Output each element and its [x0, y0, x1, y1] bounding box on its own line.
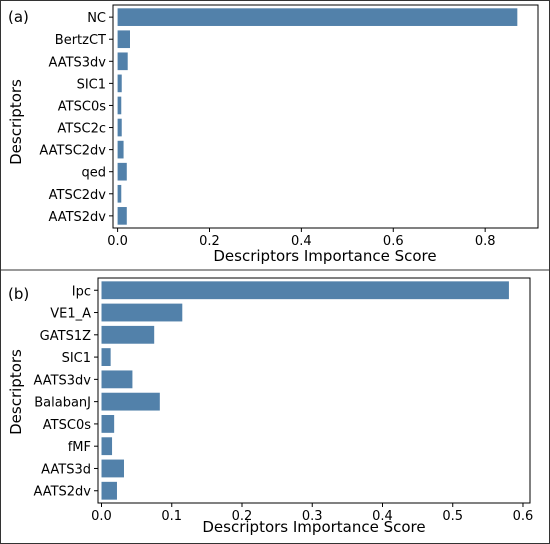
panel-b-plot-area — [97, 277, 531, 504]
x-tick-label: 0.0 — [91, 509, 112, 524]
category-label: Ipc — [72, 284, 91, 299]
category-label: AATS3d — [41, 462, 91, 477]
bar-bertzct — [117, 30, 130, 49]
category-label: SIC1 — [77, 77, 106, 92]
panel-b-label: (b) — [8, 285, 29, 303]
category-label: ATSC2dv — [49, 188, 107, 203]
bar-aats3dv — [101, 370, 133, 389]
bar-nc — [117, 8, 518, 26]
panel-b-ylabel: Descriptors — [7, 349, 25, 435]
x-tick-label: 0.0 — [107, 234, 128, 249]
panel-b: (b) Descriptors Descriptors Importance S… — [7, 277, 533, 536]
bar-aatsc2dv — [117, 140, 124, 159]
category-label: AATS3dv — [48, 55, 106, 70]
x-tick-label: 0.6 — [383, 234, 404, 249]
category-label: BalabanJ — [34, 396, 91, 411]
bar-sic1 — [101, 348, 111, 366]
category-label: fMF — [68, 440, 91, 455]
x-tick-label: 0.8 — [475, 234, 496, 249]
panel-a-bars — [117, 8, 518, 225]
x-tick-label: 0.6 — [513, 509, 534, 524]
panel-b-x-ticks: 0.0 0.1 0.2 0.3 0.4 0.5 0.6 — [91, 503, 533, 524]
bar-atsc0s — [117, 96, 122, 115]
bar-aats2dv — [117, 207, 127, 225]
category-label: AATS2dv — [33, 485, 91, 500]
panel-a-plot-area — [112, 4, 539, 229]
category-label: GATS1Z — [40, 329, 91, 344]
bar-sic1 — [117, 74, 122, 93]
bar-aats3dv — [117, 52, 128, 71]
category-label: ATSC0s — [43, 418, 91, 433]
x-tick-label: 0.3 — [302, 509, 323, 524]
category-label: ATSC0s — [58, 99, 106, 114]
category-label: ATSC2c — [57, 122, 106, 137]
bar-aats2dv — [101, 481, 117, 500]
panel-a-ylabel: Descriptors — [7, 79, 25, 165]
x-tick-label: 0.2 — [199, 234, 220, 249]
category-label: AATS2dv — [48, 210, 106, 225]
x-tick-label: 0.2 — [232, 509, 253, 524]
bar-ve1-a — [101, 303, 183, 322]
category-label: BertzCT — [55, 33, 106, 48]
x-tick-label: 0.4 — [291, 234, 312, 249]
x-tick-label: 0.5 — [442, 509, 463, 524]
category-label: qed — [81, 166, 106, 181]
bar-gats1z — [101, 325, 155, 344]
category-label: AATSC2dv — [39, 144, 106, 159]
bar-qed — [117, 162, 127, 181]
bar-balabanj — [101, 392, 160, 411]
x-tick-label: 0.4 — [372, 509, 393, 524]
panel-b-category-labels: Ipc VE1_A GATS1Z SIC1 AATS3dv BalabanJ ATSC0s f… — [33, 284, 98, 500]
bar-atsc0s — [101, 415, 115, 433]
category-label: VE1_A — [50, 307, 91, 322]
bar-atsc2dv — [117, 184, 122, 203]
bar-fmf — [101, 437, 113, 456]
panel-a-xlabel: Descriptors Importance Score — [213, 247, 436, 265]
panel-a-x-ticks: 0.0 0.2 0.4 0.6 0.8 — [107, 228, 496, 249]
panel-a-category-labels: NC BertzCT AATS3dv SIC1 ATSC0s ATSC2c AATSC2dv… — [39, 11, 113, 225]
panel-b-bars — [101, 281, 509, 500]
panel-b-xlabel: Descriptors Importance Score — [202, 518, 425, 536]
bar-ipc — [101, 281, 509, 300]
bar-aats3d — [101, 459, 124, 478]
panel-a-label: (a) — [8, 8, 29, 26]
category-label: AATS3dv — [33, 373, 91, 388]
category-label: NC — [87, 11, 106, 26]
bar-atsc2c — [117, 118, 122, 137]
x-tick-label: 0.1 — [161, 509, 182, 524]
panel-a: (a) Descriptors Descriptors Importance S… — [7, 4, 539, 265]
category-label: SIC1 — [62, 351, 91, 366]
